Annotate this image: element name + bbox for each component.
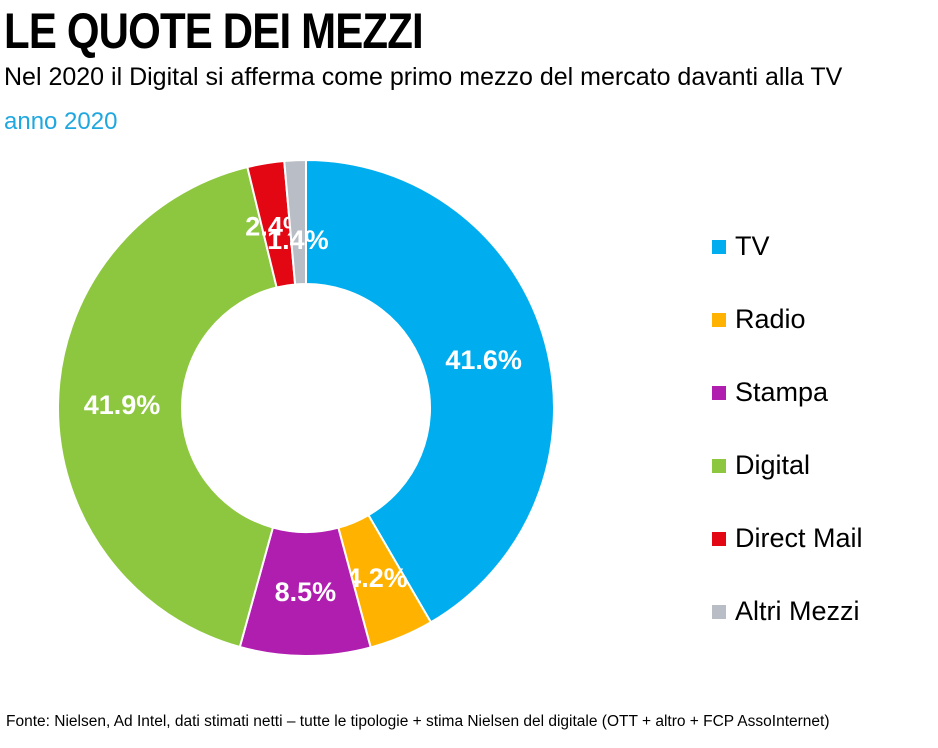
- slice-digital: [57, 165, 278, 649]
- slice-altri-mezzi: [283, 158, 307, 286]
- legend-swatch: [712, 239, 726, 254]
- source-footnote: Fonte: Nielsen, Ad Intel, dati stimati n…: [6, 713, 830, 730]
- legend-label: TV: [735, 231, 770, 261]
- legend-item-radio: Radio: [712, 283, 863, 356]
- legend-label: Stampa: [735, 377, 829, 407]
- legend-swatch: [712, 531, 726, 546]
- legend-item-direct-mail: Direct Mail: [712, 502, 863, 575]
- legend-swatch: [712, 458, 726, 473]
- slice-label-digital: 41.9%: [84, 390, 161, 420]
- donut-chart: 41.6%4.2%8.5%41.9%2.4%1.4%: [57, 158, 555, 657]
- chart-subtitle: Nel 2020 il Digital si afferma come prim…: [4, 63, 843, 91]
- legend-label: Digital: [735, 450, 811, 480]
- slice-label-stampa: 8.5%: [275, 577, 337, 607]
- legend-item-stampa: Stampa: [712, 356, 863, 429]
- legend-label: Direct Mail: [735, 523, 863, 553]
- legend-swatch: [712, 604, 726, 619]
- slice-label-altri-mezzi: 1.4%: [267, 225, 329, 255]
- legend-item-tv: TV: [712, 210, 863, 283]
- period-label: anno 2020: [4, 108, 118, 135]
- legend-item-altri-mezzi: Altri Mezzi: [712, 575, 863, 648]
- slice-tv: [305, 158, 555, 624]
- legend-swatch: [712, 385, 726, 400]
- chart-title: LE QUOTE DEI MEZZI: [4, 3, 424, 59]
- legend-label: Radio: [735, 304, 806, 334]
- slice-label-radio: 4.2%: [346, 563, 408, 593]
- legend-label: Altri Mezzi: [735, 596, 860, 626]
- chart-legend: TV Radio Stampa Digital Direct Mail Altri Mez…: [712, 210, 863, 648]
- legend-item-digital: Digital: [712, 429, 863, 502]
- legend-swatch: [712, 312, 726, 327]
- slice-label-tv: 41.6%: [445, 345, 522, 375]
